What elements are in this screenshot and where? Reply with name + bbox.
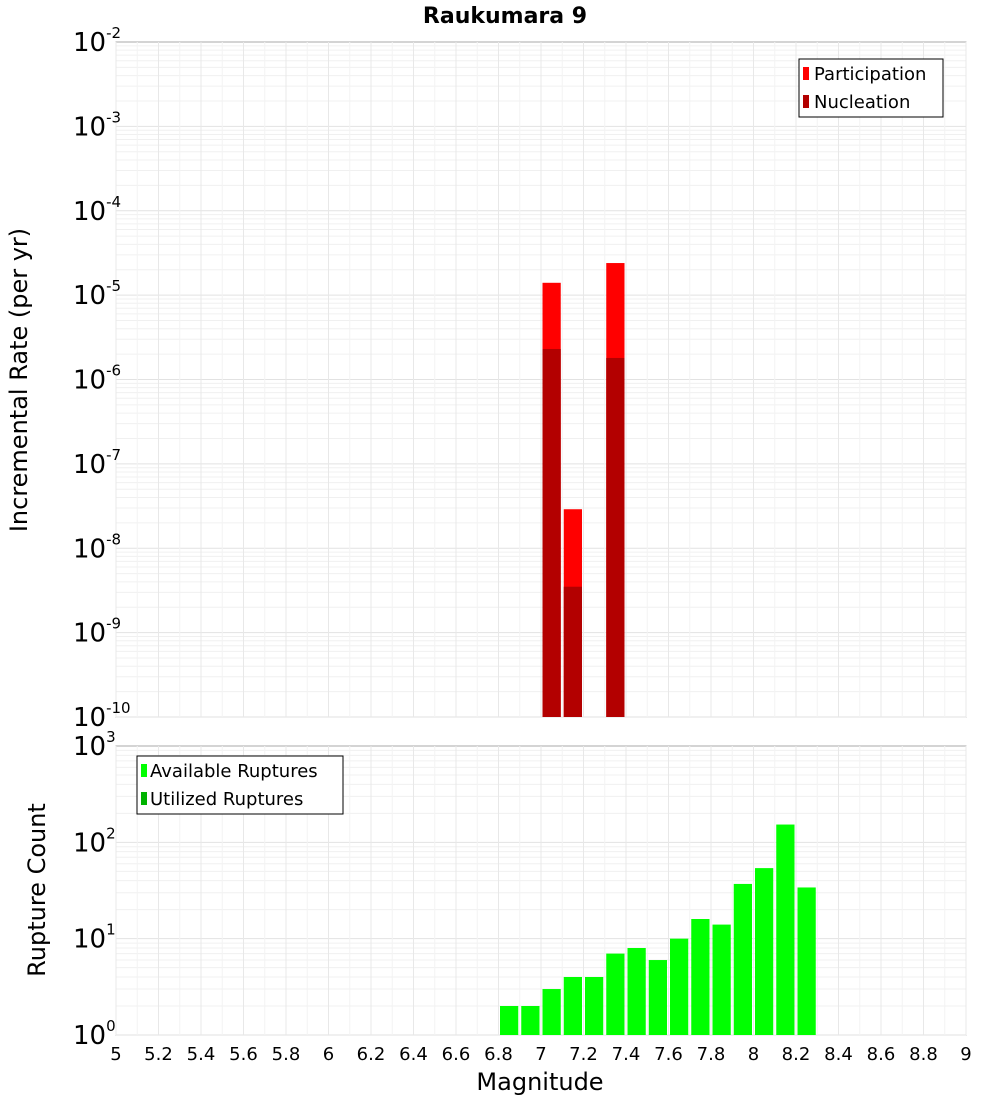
x-tick-label: 7.2	[569, 1044, 598, 1065]
bottom-panel: 100 101 102 103 5 5.2 5.4 5.6 5.8 6 6.2 6.4 6.6 6.8 7…	[23, 728, 972, 1096]
top-bar-nucleation	[563, 586, 582, 717]
bottom-bar-available-ruptures	[585, 977, 604, 1035]
x-tick-label: 6.2	[357, 1044, 386, 1065]
bottom-bar-available-ruptures	[563, 977, 582, 1035]
top-y-tick-label: 10-4	[73, 193, 121, 227]
x-tick-label: 5.8	[272, 1044, 301, 1065]
top-y-tick-label: 10-2	[73, 24, 121, 58]
legend-label-available: Available Ruptures	[150, 761, 318, 782]
legend-swatch-nucleation	[803, 95, 809, 108]
legend-swatch-available	[141, 764, 147, 777]
top-legend-box	[798, 58, 944, 118]
bottom-grid	[115, 746, 967, 1036]
x-tick-label: 8.6	[867, 1044, 896, 1065]
top-y-ticks: 10-10 10-9 10-8 10-7 10-6 10-5 10-4 10-3 10-2	[73, 24, 131, 733]
x-tick-label: 8.8	[909, 1044, 938, 1065]
bottom-bar-available-ruptures	[542, 989, 561, 1035]
bottom-bar-available-ruptures	[521, 1006, 540, 1035]
bottom-legend: Available Ruptures Utilized Ruptures	[136, 755, 344, 815]
legend-swatch-utilized	[141, 792, 147, 805]
top-y-tick-label: 10-7	[73, 446, 121, 480]
top-y-tick-label: 10-10	[73, 699, 131, 733]
x-axis-label: Magnitude	[476, 1068, 603, 1096]
top-y-tick-label: 10-5	[73, 277, 121, 311]
top-y-tick-label: 10-9	[73, 615, 121, 649]
bottom-bar-available-ruptures	[712, 924, 731, 1035]
x-tick-label: 5.4	[187, 1044, 216, 1065]
top-y-tick-label: 10-3	[73, 108, 121, 142]
top-y-axis-label: Incremental Rate (per yr)	[5, 228, 33, 532]
bottom-bars	[500, 824, 816, 1035]
bottom-bar-available-ruptures	[733, 883, 752, 1035]
x-axis-ticks: 5 5.2 5.4 5.6 5.8 6 6.2 6.4 6.6 6.8 7 7.2 7.4 7.6 7.8 8…	[110, 1044, 971, 1065]
legend-label-utilized: Utilized Ruptures	[150, 789, 303, 810]
bottom-y-tick-label: 103	[73, 728, 116, 762]
x-tick-label: 7	[535, 1044, 546, 1065]
x-tick-label: 8.2	[782, 1044, 811, 1065]
x-tick-label: 5.6	[229, 1044, 258, 1065]
top-panel: 10-10 10-9 10-8 10-7 10-6 10-5 10-4 10-3 10-2 In…	[5, 24, 967, 733]
bottom-y-axis-label: Rupture Count	[23, 803, 51, 977]
bottom-y-tick-label: 100	[73, 1017, 116, 1051]
bottom-bar-available-ruptures	[648, 960, 667, 1035]
legend-swatch-participation	[803, 67, 809, 80]
top-bar-nucleation	[542, 348, 561, 717]
bottom-legend-box	[136, 755, 344, 815]
top-grid	[115, 42, 967, 718]
x-tick-label: 6.4	[399, 1044, 428, 1065]
x-tick-label: 6.8	[484, 1044, 513, 1065]
bottom-bar-available-ruptures	[606, 953, 625, 1035]
bottom-bar-available-ruptures	[500, 1006, 519, 1035]
x-tick-label: 6	[323, 1044, 334, 1065]
legend-label-participation: Participation	[814, 64, 926, 85]
top-y-tick-label: 10-8	[73, 530, 121, 564]
x-tick-label: 8.4	[824, 1044, 853, 1065]
x-tick-label: 7.6	[654, 1044, 683, 1065]
bottom-bar-available-ruptures	[755, 868, 774, 1035]
x-tick-label: 8	[748, 1044, 759, 1065]
top-y-tick-label: 10-6	[73, 362, 121, 396]
x-tick-label: 7.4	[612, 1044, 641, 1065]
bottom-y-tick-label: 101	[73, 921, 116, 955]
bottom-bar-available-ruptures	[627, 948, 646, 1035]
top-bars	[542, 263, 625, 717]
bottom-bar-available-ruptures	[691, 919, 710, 1035]
bottom-y-tick-label: 102	[73, 824, 116, 858]
x-tick-label: 5.2	[144, 1044, 173, 1065]
top-legend: Participation Nucleation	[798, 58, 944, 118]
top-bar-nucleation	[606, 357, 625, 717]
bottom-bar-available-ruptures	[776, 824, 795, 1035]
x-tick-label: 9	[960, 1044, 971, 1065]
x-tick-label: 7.8	[697, 1044, 726, 1065]
bottom-bar-available-ruptures	[670, 938, 689, 1035]
x-tick-label: 6.6	[442, 1044, 471, 1065]
chart-title: Raukumara 9	[423, 4, 587, 29]
x-tick-label: 5	[110, 1044, 121, 1065]
bottom-y-ticks: 100 101 102 103	[73, 728, 116, 1051]
legend-label-nucleation: Nucleation	[814, 92, 910, 113]
bottom-bar-available-ruptures	[797, 887, 816, 1035]
